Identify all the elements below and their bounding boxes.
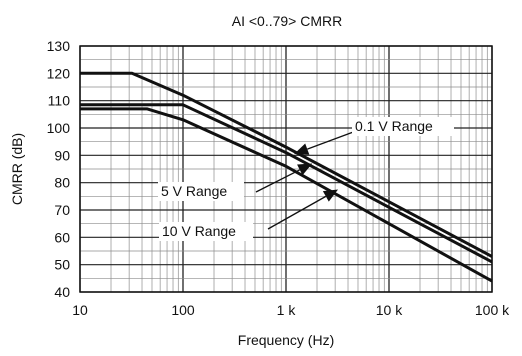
annotation-label: 10 V Range [162, 223, 236, 239]
annotation-arrowhead [294, 143, 310, 155]
y-tick-label: 80 [54, 175, 70, 191]
grid [79, 45, 493, 293]
tick-labels: 40 50 60 70 80 90 100 110 120 130 10 100 1 k 10 k 100 … [47, 38, 510, 318]
y-tick-label: 60 [54, 229, 70, 245]
y-tick-label: 110 [48, 93, 71, 109]
annotation-leader [255, 169, 301, 193]
y-tick-label: 50 [54, 257, 70, 273]
series-lines [80, 71, 493, 283]
x-tick-label: 100 [171, 302, 195, 318]
x-tick-label: 10 k [376, 302, 403, 318]
annotation-leader [307, 130, 357, 150]
y-tick-label: 40 [54, 284, 70, 300]
x-tick-label: 1 k [277, 302, 297, 318]
annotation-label-bg [158, 182, 244, 201]
series-line [80, 71, 493, 258]
series-line [80, 103, 493, 264]
series-line [80, 107, 493, 283]
annotation-leader [267, 195, 327, 230]
y-tick-label: 100 [47, 120, 71, 136]
annotation-label: 0.1 V Range [355, 118, 433, 134]
y-tick-label: 70 [54, 202, 70, 218]
chart-title: AI <0..79> CMRR [232, 13, 343, 29]
y-tick-label: 120 [47, 65, 71, 81]
annotation-label: 5 V Range [161, 183, 227, 199]
annotation-arrowhead [322, 189, 339, 202]
y-tick-label: 130 [47, 38, 71, 54]
x-axis-label: Frequency (Hz) [238, 332, 334, 348]
y-tick-label: 90 [54, 147, 70, 163]
annotation-label-bg [352, 117, 454, 136]
annotation-label-bg [159, 222, 253, 241]
x-tick-label: 10 [72, 302, 88, 318]
y-axis-label: CMRR (dB) [9, 133, 25, 205]
annotations: 0.1 V Range 5 V Range 10 V Range [158, 117, 454, 241]
plot-frame [79, 45, 493, 293]
x-tick-label: 100 k [475, 302, 510, 318]
annotation-arrowhead [297, 163, 313, 176]
